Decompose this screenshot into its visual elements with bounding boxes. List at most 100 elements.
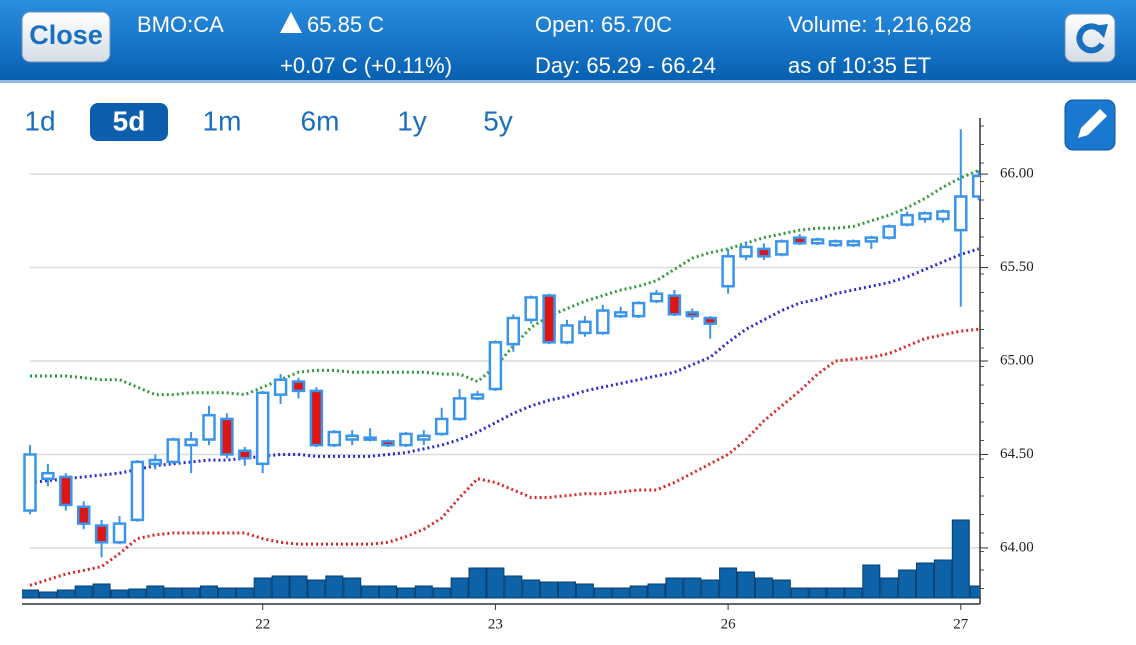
volume-bar xyxy=(916,562,934,599)
volume-bar xyxy=(146,585,165,599)
candle-body xyxy=(685,311,700,318)
header-bar xyxy=(0,0,1136,80)
candle-body xyxy=(363,436,377,441)
volume-bar xyxy=(808,587,827,599)
price: 65.85 C xyxy=(307,12,384,37)
candle-body xyxy=(918,212,932,221)
volume-bar xyxy=(701,579,720,599)
candle-body xyxy=(434,417,449,436)
candle-body xyxy=(578,320,592,335)
candle-body xyxy=(76,505,91,525)
candle-body xyxy=(596,309,610,335)
band-line xyxy=(29,247,980,484)
candle-body xyxy=(721,255,735,288)
range-button[interactable]: 1d xyxy=(24,105,55,136)
volume-bar xyxy=(647,583,666,599)
y-tick-label: 65.50 xyxy=(1000,259,1034,275)
volume-bar xyxy=(361,585,380,599)
refresh-icon[interactable] xyxy=(1076,23,1105,54)
range-button[interactable]: 1m xyxy=(203,105,242,136)
volume-bar xyxy=(772,579,791,599)
candle-body xyxy=(309,389,324,447)
candle-body xyxy=(273,378,288,396)
candle-body xyxy=(112,522,127,544)
candle-body xyxy=(94,524,109,544)
volume-bar xyxy=(325,575,344,599)
edit-button[interactable] xyxy=(1064,99,1116,151)
as-of: as of 10:35 ET xyxy=(788,53,931,78)
candle-body xyxy=(452,397,467,421)
header-edge xyxy=(0,80,1136,83)
volume-bar xyxy=(933,559,952,599)
range-button[interactable]: 6m xyxy=(301,105,340,136)
x-tick-label: 22 xyxy=(255,616,270,632)
candle-body xyxy=(613,311,628,318)
volume-bar xyxy=(182,587,201,599)
volume-bar xyxy=(450,577,469,599)
volume-bar xyxy=(271,575,290,599)
band-line xyxy=(29,327,979,587)
range-button[interactable]: 5d xyxy=(113,105,146,136)
volume-bar xyxy=(862,564,881,599)
candle-body xyxy=(166,438,180,464)
candle-body xyxy=(488,341,503,391)
x-tick-label: 26 xyxy=(721,616,737,632)
volume-bar xyxy=(200,585,218,599)
y-tick-label: 66.00 xyxy=(1000,166,1034,182)
volume-bar xyxy=(432,587,451,599)
candle-body xyxy=(560,324,574,344)
close-button[interactable]: Close xyxy=(21,11,111,63)
range-active-bg[interactable] xyxy=(90,103,168,141)
volume-bar xyxy=(522,579,541,599)
range-button[interactable]: 1y xyxy=(397,105,427,136)
volume-bar xyxy=(128,588,147,599)
pencil-icon[interactable] xyxy=(1078,109,1107,138)
volume-bar xyxy=(844,587,863,599)
candle-body xyxy=(506,316,521,346)
volume-bar xyxy=(880,577,899,599)
candle-body xyxy=(399,432,413,447)
volume-bar xyxy=(468,567,487,599)
volume-bar xyxy=(969,585,980,599)
candle-body xyxy=(130,460,145,522)
candle-body xyxy=(41,471,55,481)
refresh-arrowhead[interactable] xyxy=(1093,24,1108,38)
volume-bar xyxy=(414,585,433,599)
candle-body xyxy=(631,301,646,318)
candle-body xyxy=(327,430,342,447)
candle-body xyxy=(291,380,306,393)
close-label[interactable]: Close xyxy=(29,20,103,50)
candle-body xyxy=(184,438,198,447)
y-tick-label: 65.00 xyxy=(1000,352,1034,368)
volume: Volume: 1,216,628 xyxy=(788,12,971,37)
y-tick-label: 64.00 xyxy=(1000,539,1034,555)
volume-bar xyxy=(558,581,576,599)
candle-body xyxy=(828,240,843,247)
refresh-button[interactable] xyxy=(1064,13,1116,63)
volume-bar xyxy=(22,589,39,599)
candle-body xyxy=(792,236,807,245)
candle-body xyxy=(846,240,861,247)
candle-body xyxy=(936,210,950,221)
volume-bar xyxy=(343,577,362,599)
volume-bar xyxy=(951,519,970,599)
volume-bar xyxy=(790,587,809,599)
volume-bar xyxy=(754,577,773,599)
candle-body xyxy=(238,449,252,460)
change: +0.07 C (+0.11%) xyxy=(280,53,452,78)
range-button[interactable]: 5y xyxy=(483,105,513,136)
candle-body xyxy=(810,238,825,245)
volume-bar xyxy=(504,575,523,599)
up-arrow xyxy=(280,12,302,33)
day-range: Day: 65.29 - 66.24 xyxy=(535,53,716,78)
candle-body xyxy=(954,195,968,232)
refresh-bg[interactable] xyxy=(1064,13,1116,63)
volume-bar xyxy=(92,583,111,599)
close-button-bg[interactable] xyxy=(21,11,111,63)
candle-body xyxy=(739,245,753,258)
candle-body xyxy=(220,417,234,456)
y-tick-label: 64.50 xyxy=(1000,446,1034,462)
candle-body xyxy=(417,434,431,441)
volume-bar xyxy=(235,587,254,599)
